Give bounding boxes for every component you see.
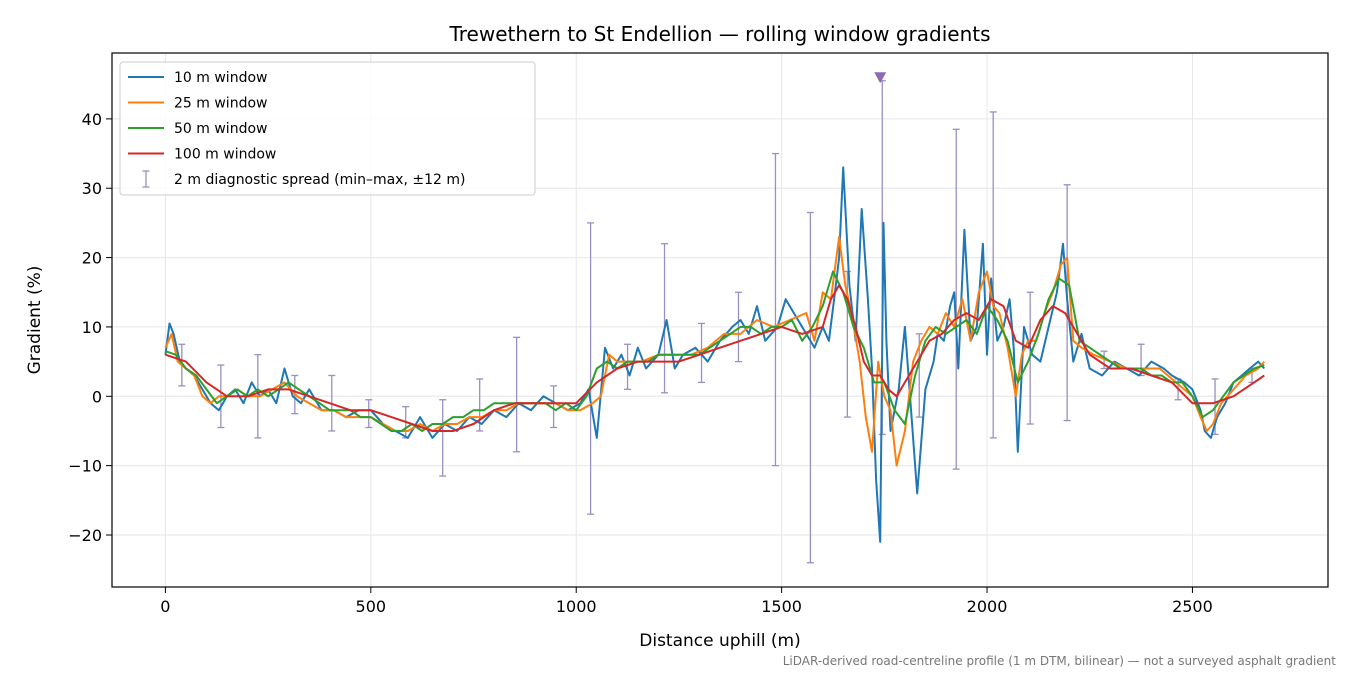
legend-label-w100: 100 m window <box>174 147 276 163</box>
y-tick-label: −20 <box>68 526 102 545</box>
y-tick-label: 20 <box>82 249 102 268</box>
errorbar <box>550 385 558 429</box>
errorbar <box>952 128 960 470</box>
errorbar <box>806 211 814 564</box>
x-tick-label: 2000 <box>967 597 1008 616</box>
legend: 10 m window 25 m window 50 m window 100 m w… <box>119 61 536 196</box>
x-axis-label: Distance uphill (m) <box>639 631 800 651</box>
grid-lines <box>112 53 1328 587</box>
legend-label-w10: 10 m window <box>174 70 267 86</box>
y-axis-ticks: −20 −10 0 10 20 30 40 <box>68 110 112 545</box>
legend-label-errorbar: 2 m diagnostic spread (min–max, ±12 m) <box>174 172 465 188</box>
y-tick-label: 10 <box>82 318 102 337</box>
errorbar <box>624 343 632 391</box>
series-group <box>164 166 1266 543</box>
errorbar <box>989 111 997 439</box>
errorbar <box>365 399 373 429</box>
x-tick-label: 2500 <box>1172 597 1213 616</box>
y-tick-label: 0 <box>92 387 102 406</box>
plot-frame <box>111 52 1329 588</box>
x-tick-label: 0 <box>160 597 170 616</box>
y-tick-label: 30 <box>82 179 102 198</box>
errorbar <box>734 291 742 363</box>
y-axis-label: Gradient (%) <box>25 266 45 375</box>
y-tick-label: −10 <box>68 457 102 476</box>
x-tick-label: 1500 <box>761 597 802 616</box>
marker-group <box>874 72 887 84</box>
errorbar <box>513 336 521 453</box>
legend-label-w50: 50 m window <box>174 121 267 137</box>
errorbar <box>771 152 779 467</box>
legend-items: 10 m window 25 m window 50 m window 100 m w… <box>128 70 465 188</box>
legend-label-w25: 25 m window <box>174 96 267 112</box>
clipped-value-marker <box>874 72 887 84</box>
series-line-w10 <box>164 166 1266 543</box>
x-tick-label: 500 <box>356 597 387 616</box>
x-axis-ticks: 0 500 1000 1500 2000 2500 <box>160 587 1213 616</box>
y-tick-label: 40 <box>82 110 102 129</box>
footnote: LiDAR-derived road-centreline profile (1… <box>783 654 1337 668</box>
errorbar <box>587 222 595 515</box>
errorbar-group <box>178 80 1256 564</box>
legend-box <box>119 61 536 196</box>
x-tick-label: 1000 <box>556 597 597 616</box>
errorbar <box>439 399 447 477</box>
series-line-w25 <box>164 235 1266 467</box>
chart-title: Trewethern to St Endellion — rolling win… <box>448 22 990 46</box>
series-line-w100 <box>165 284 1265 432</box>
errorbar <box>661 243 669 394</box>
